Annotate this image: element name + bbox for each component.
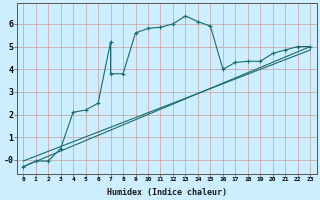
X-axis label: Humidex (Indice chaleur): Humidex (Indice chaleur): [107, 188, 227, 197]
